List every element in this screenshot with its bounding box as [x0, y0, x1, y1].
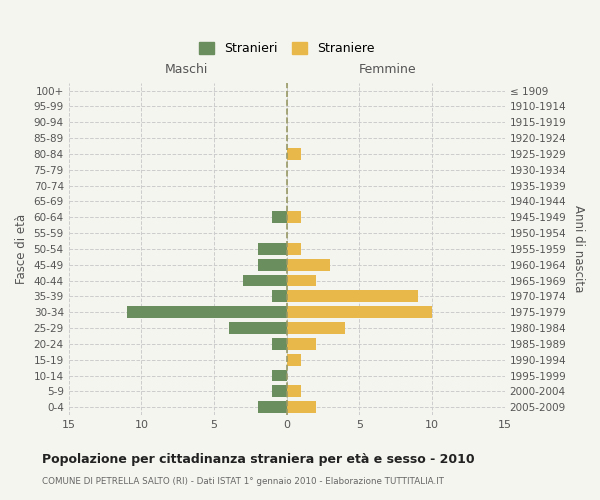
- Text: Popolazione per cittadinanza straniera per età e sesso - 2010: Popolazione per cittadinanza straniera p…: [42, 452, 475, 466]
- Bar: [287, 322, 345, 334]
- Bar: [243, 274, 287, 286]
- Legend: Stranieri, Straniere: Stranieri, Straniere: [199, 42, 375, 56]
- Bar: [287, 290, 418, 302]
- Text: Femmine: Femmine: [358, 63, 416, 76]
- Bar: [287, 212, 301, 223]
- Bar: [287, 148, 301, 160]
- Y-axis label: Anni di nascita: Anni di nascita: [572, 205, 585, 292]
- Bar: [272, 212, 287, 223]
- Bar: [257, 259, 287, 270]
- Bar: [287, 354, 301, 366]
- Text: COMUNE DI PETRELLA SALTO (RI) - Dati ISTAT 1° gennaio 2010 - Elaborazione TUTTIT: COMUNE DI PETRELLA SALTO (RI) - Dati IST…: [42, 478, 444, 486]
- Bar: [287, 243, 301, 255]
- Bar: [229, 322, 287, 334]
- Bar: [287, 259, 331, 270]
- Bar: [287, 402, 316, 413]
- Bar: [287, 338, 316, 350]
- Bar: [272, 370, 287, 382]
- Bar: [127, 306, 287, 318]
- Bar: [287, 386, 301, 398]
- Bar: [257, 243, 287, 255]
- Text: Maschi: Maschi: [165, 63, 208, 76]
- Y-axis label: Fasce di età: Fasce di età: [15, 214, 28, 284]
- Bar: [272, 386, 287, 398]
- Bar: [287, 274, 316, 286]
- Bar: [257, 402, 287, 413]
- Bar: [272, 290, 287, 302]
- Bar: [287, 306, 432, 318]
- Bar: [272, 338, 287, 350]
